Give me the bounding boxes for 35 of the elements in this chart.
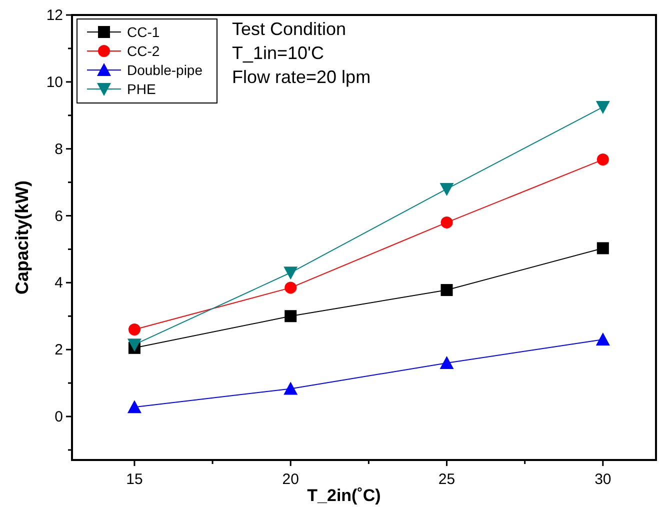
- point: [127, 400, 142, 414]
- y-tick-label: 8: [54, 140, 63, 158]
- point: [284, 266, 298, 280]
- point: [596, 154, 609, 166]
- point: [127, 338, 142, 352]
- legend-label: CC-1: [127, 24, 160, 40]
- point: [284, 310, 297, 322]
- annotation: Flow rate=20 lpm: [232, 67, 371, 87]
- point: [596, 101, 610, 114]
- y-tick-label: 6: [54, 208, 63, 225]
- legend-label: PHE: [127, 81, 156, 97]
- x-tick-label: 25: [438, 471, 456, 488]
- x-tick-label: 20: [282, 471, 299, 488]
- point: [596, 332, 610, 346]
- x-tick-label: 30: [594, 471, 612, 488]
- point: [596, 242, 609, 254]
- y-tick-label: 2: [54, 342, 63, 359]
- legend-label: Double-pipe: [127, 62, 203, 78]
- y-tick-label: 4: [54, 274, 63, 292]
- y-tick-label: 0: [54, 408, 63, 426]
- x-axis-title: T_2in(˚C): [307, 486, 381, 505]
- annotation: T_1in=10'C: [232, 43, 324, 63]
- annotation: Test Condition: [232, 19, 346, 39]
- point: [440, 216, 453, 228]
- y-axis-title: Capacity(kW): [12, 180, 32, 295]
- y-tick-label: 12: [46, 7, 63, 24]
- legend-label: CC-2: [127, 43, 160, 59]
- point: [440, 182, 454, 196]
- point: [284, 382, 298, 395]
- y-tick-label: 10: [46, 74, 63, 91]
- point: [440, 284, 453, 296]
- x-tick-label: 15: [126, 471, 143, 488]
- point: [128, 324, 140, 336]
- point: [440, 356, 454, 369]
- point: [284, 282, 297, 294]
